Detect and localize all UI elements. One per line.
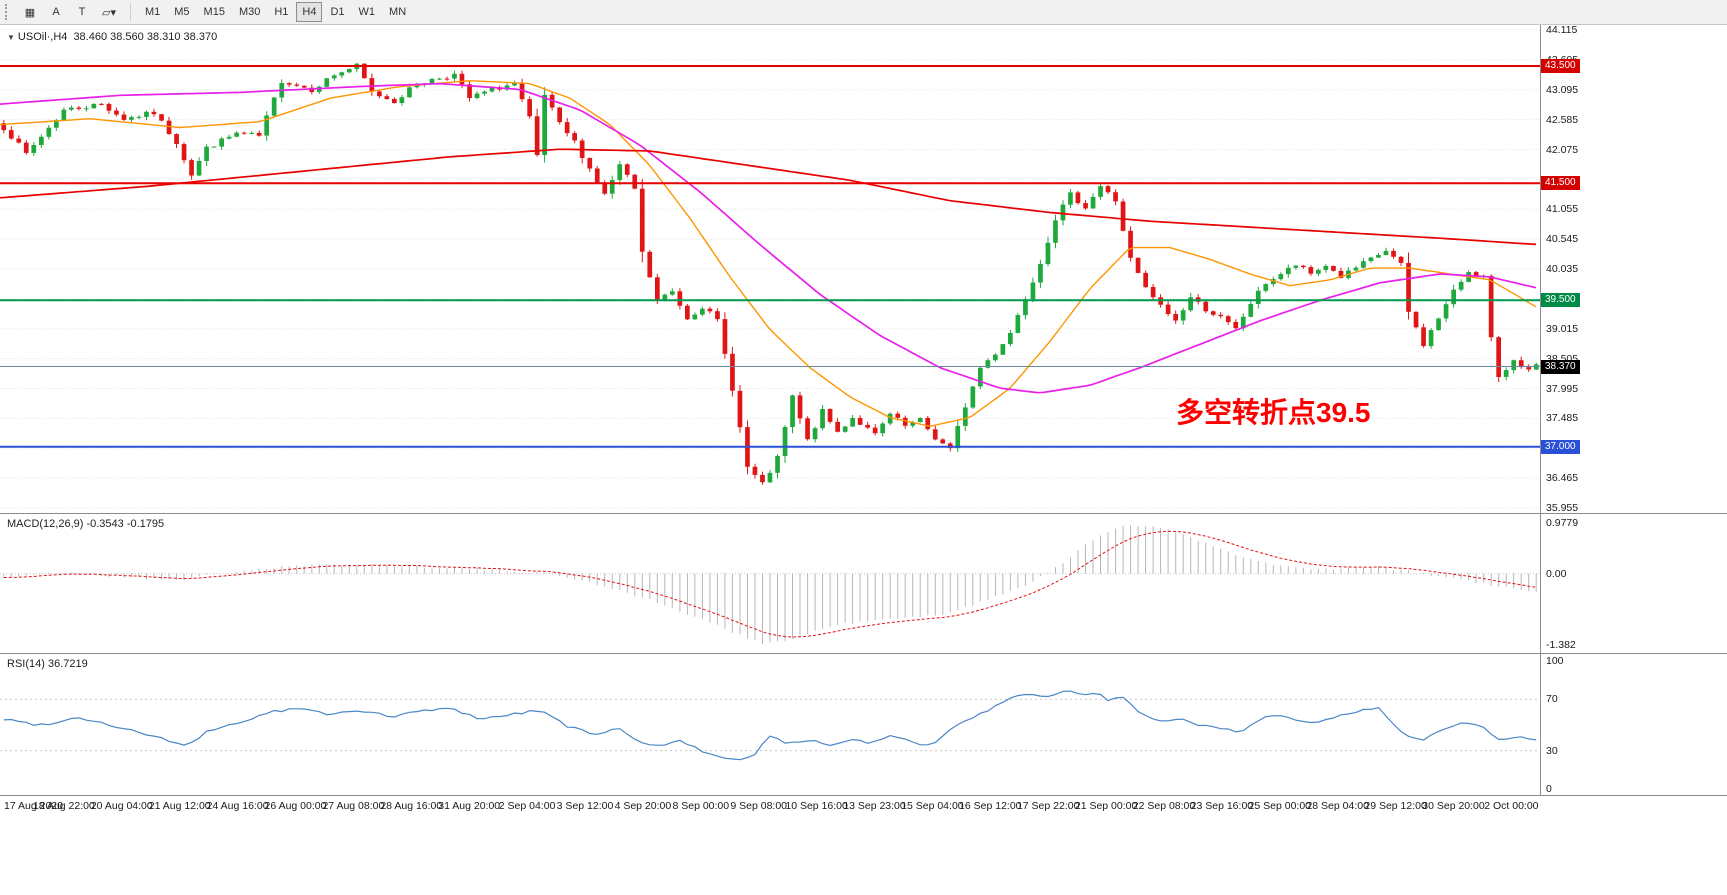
time-axis-label: 2 Sep 04:00 bbox=[498, 800, 556, 812]
macd-axis-label: 0.00 bbox=[1546, 567, 1567, 580]
text-tool-button[interactable]: T bbox=[70, 2, 94, 22]
main-price-chart[interactable] bbox=[0, 25, 1540, 513]
annotation-text[interactable]: 多空转折点39.5 bbox=[1176, 397, 1371, 428]
timeframe-buttons: M1 M5 M15 M30 H1 H4 D1 W1 MN bbox=[139, 2, 412, 22]
time-axis-label: 20 Aug 04:00 bbox=[90, 800, 153, 812]
candles-layer bbox=[1, 62, 1539, 485]
time-axis-label: 16 Sep 12:00 bbox=[959, 800, 1022, 812]
price-badge-41.500: 41.500 bbox=[1541, 176, 1580, 191]
panel-separator-macd[interactable] bbox=[0, 513, 1727, 514]
rsi-indicator-label: RSI(14) 36.7219 bbox=[7, 658, 88, 670]
timeframe-button-m1[interactable]: M1 bbox=[139, 2, 166, 22]
price-axis-border bbox=[1540, 25, 1541, 795]
timeframe-button-m30[interactable]: M30 bbox=[233, 2, 266, 22]
rsi-axis-label: 70 bbox=[1546, 693, 1558, 706]
ma-fast-orange[interactable] bbox=[0, 80, 1537, 428]
time-axis-label: 30 Sep 20:00 bbox=[1422, 800, 1485, 812]
time-axis-label: 28 Aug 16:00 bbox=[380, 800, 443, 812]
shapes-dropdown-button[interactable]: ▱▾ bbox=[96, 2, 122, 22]
time-axis-label: 2 Oct 00:00 bbox=[1484, 800, 1539, 812]
timeframe-button-m15[interactable]: M15 bbox=[198, 2, 231, 22]
ma-mid-magenta[interactable] bbox=[0, 82, 1537, 394]
ma-slow-red[interactable] bbox=[0, 148, 1537, 246]
symbol-label: USOil·,H4 bbox=[17, 31, 68, 43]
toolbar-separator bbox=[129, 3, 131, 21]
price-badge-37.000: 37.000 bbox=[1541, 439, 1580, 454]
time-axis-label: 3 Sep 12:00 bbox=[556, 800, 614, 812]
price-axis-label: 39.015 bbox=[1546, 322, 1579, 335]
timeframe-button-w1[interactable]: W1 bbox=[353, 2, 382, 22]
time-axis-label: 21 Sep 00:00 bbox=[1074, 800, 1138, 812]
time-axis-label: 25 Sep 00:00 bbox=[1248, 800, 1312, 812]
time-axis-label: 8 Sep 00:00 bbox=[672, 800, 730, 812]
price-axis-label: 35.955 bbox=[1546, 502, 1579, 514]
macd-panel[interactable] bbox=[0, 515, 1540, 653]
ohlc-values: 38.460 38.560 38.310 38.370 bbox=[73, 31, 218, 43]
time-axis-label: 29 Sep 12:00 bbox=[1364, 800, 1427, 812]
charts-grid-button[interactable]: ▦ bbox=[18, 2, 42, 22]
timeframe-button-m5[interactable]: M5 bbox=[168, 2, 195, 22]
panel-separator-rsi[interactable] bbox=[0, 653, 1727, 654]
price-badge-38.370: 38.370 bbox=[1541, 359, 1580, 374]
time-axis-label: 26 Aug 00:00 bbox=[264, 800, 327, 812]
rsi-panel[interactable] bbox=[0, 655, 1540, 795]
price-axis-label: 37.485 bbox=[1546, 412, 1579, 425]
time-axis-label: 17 Sep 22:00 bbox=[1016, 800, 1080, 812]
price-axis-label: 44.115 bbox=[1546, 24, 1578, 36]
time-axis-label: 31 Aug 20:00 bbox=[438, 800, 501, 812]
macd-indicator-label: MACD(12,26,9) -0.3543 -0.1795 bbox=[7, 518, 165, 530]
time-axis-label: 22 Sep 08:00 bbox=[1132, 800, 1196, 812]
price-axis-label: 36.465 bbox=[1546, 472, 1579, 485]
time-axis-label: 23 Sep 16:00 bbox=[1190, 800, 1254, 812]
rsi-axis-label: 100 bbox=[1546, 655, 1564, 667]
time-axis-label: 21 Aug 12:00 bbox=[148, 800, 211, 812]
price-axis-label: 42.075 bbox=[1546, 143, 1579, 156]
rsi-line bbox=[3, 690, 1537, 761]
toolbar: ▦ A T ▱▾ M1 M5 M15 M30 H1 H4 D1 W1 MN bbox=[0, 0, 1727, 25]
chart-area: ▼ USOil·,H4 38.460 38.560 38.310 38.370 MA… bbox=[0, 24, 1727, 895]
panel-separator-timeaxis bbox=[0, 795, 1727, 796]
price-axis-label: 40.545 bbox=[1546, 233, 1579, 246]
time-axis-label: 28 Sep 04:00 bbox=[1306, 800, 1369, 812]
timeframe-button-h4[interactable]: H4 bbox=[296, 2, 323, 22]
time-axis-label: 17 Aug 2020 bbox=[4, 800, 63, 812]
timeframe-button-d1[interactable]: D1 bbox=[324, 2, 350, 22]
price-axis-label: 37.995 bbox=[1546, 382, 1579, 395]
cursor-tool-button[interactable]: A bbox=[44, 2, 68, 22]
macd-histogram bbox=[3, 525, 1537, 645]
rsi-axis-label: 0 bbox=[1546, 783, 1552, 795]
toolbar-drag-handle[interactable] bbox=[5, 4, 11, 20]
time-axis-label: 13 Sep 23:00 bbox=[843, 800, 906, 812]
time-axis-label: 9 Sep 08:00 bbox=[730, 800, 788, 812]
timeframe-button-mn[interactable]: MN bbox=[383, 2, 412, 22]
price-badge-39.500: 39.500 bbox=[1541, 293, 1580, 308]
macd-axis-label: -1.382 bbox=[1546, 639, 1576, 651]
time-axis-label: 10 Sep 16:00 bbox=[785, 800, 848, 812]
price-axis-label: 41.055 bbox=[1546, 203, 1579, 216]
chart-title: ▼ USOil·,H4 38.460 38.560 38.310 38.370 bbox=[7, 31, 217, 43]
time-axis-label: 15 Sep 04:00 bbox=[901, 800, 964, 812]
price-axis-label: 43.095 bbox=[1546, 83, 1579, 96]
price-axis-label: 40.035 bbox=[1546, 263, 1579, 275]
timeframe-button-h1[interactable]: H1 bbox=[268, 2, 294, 22]
price-badge-43.500: 43.500 bbox=[1541, 59, 1580, 74]
time-axis-label: 27 Aug 08:00 bbox=[322, 800, 385, 812]
time-axis-label: 4 Sep 20:00 bbox=[614, 800, 672, 812]
macd-signal-line bbox=[3, 530, 1537, 638]
symbol-collapse-icon[interactable]: ▼ bbox=[7, 33, 15, 42]
time-axis-label: 18 Aug 22:00 bbox=[32, 800, 95, 812]
time-axis-label: 24 Aug 16:00 bbox=[206, 800, 269, 812]
rsi-axis-label: 30 bbox=[1546, 744, 1558, 757]
macd-axis-label: 0.9779 bbox=[1546, 517, 1579, 529]
price-axis-label: 42.585 bbox=[1546, 113, 1579, 126]
